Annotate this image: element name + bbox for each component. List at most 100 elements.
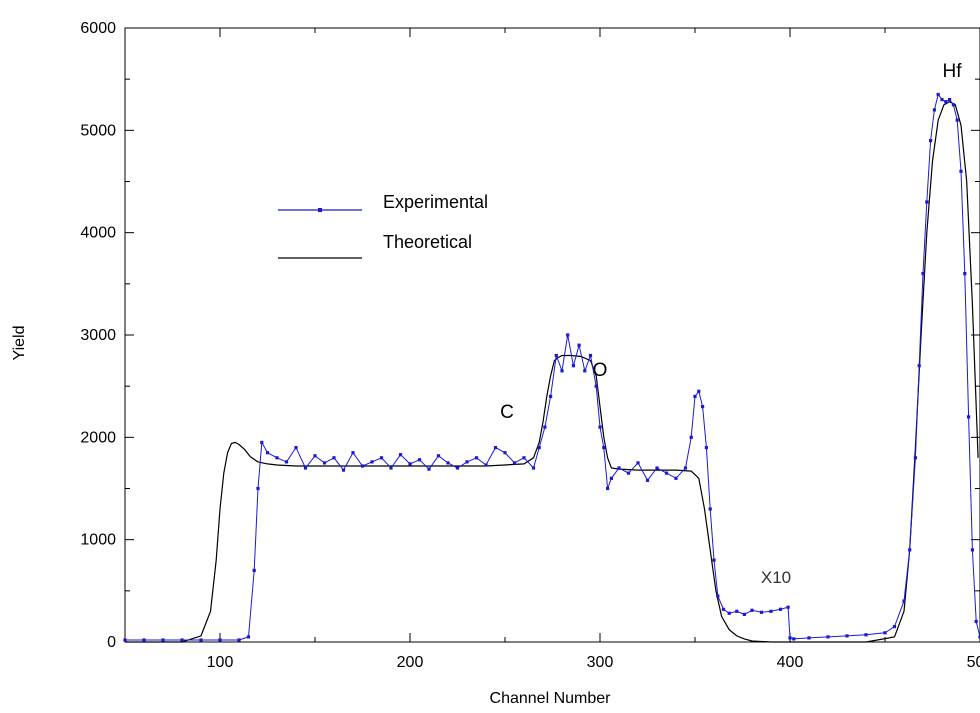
- legend-item-theoretical: Theoretical: [278, 232, 472, 259]
- annotation-o: O: [593, 360, 608, 381]
- data-point: [436, 454, 441, 458]
- series-experimental: [123, 92, 980, 642]
- data-point: [560, 369, 564, 373]
- data-point: [727, 611, 731, 615]
- data-point: [716, 594, 720, 598]
- data-point: [484, 463, 488, 467]
- legend-label-theoretical: Theoretical: [383, 232, 472, 252]
- data-point: [588, 353, 593, 358]
- data-point: [759, 610, 764, 614]
- data-point: [970, 548, 974, 552]
- data-point: [123, 638, 127, 642]
- data-point: [602, 446, 606, 450]
- data-point: [465, 460, 469, 464]
- data-point: [322, 461, 327, 465]
- data-point: [955, 118, 959, 122]
- data-point: [689, 435, 693, 439]
- x-axis-title: Channel Number: [490, 690, 612, 707]
- data-point: [959, 169, 963, 173]
- data-point: [792, 637, 796, 641]
- data-point: [566, 333, 570, 337]
- data-point: [577, 343, 581, 347]
- data-point: [940, 98, 944, 102]
- data-point: [704, 446, 708, 450]
- data-point: [708, 507, 712, 511]
- legend: Experimental Theoretical: [278, 192, 488, 259]
- legend-label-experimental: Experimental: [383, 192, 488, 212]
- data-point: [826, 635, 830, 639]
- data-point: [474, 456, 479, 460]
- data-point: [978, 635, 980, 639]
- x-axis-ticks: 100 200 300 400 500: [124, 28, 980, 671]
- data-point: [936, 92, 940, 97]
- data-point: [446, 461, 450, 465]
- data-point: [683, 466, 688, 470]
- data-point: [341, 468, 346, 472]
- data-point: [543, 425, 547, 429]
- data-point: [617, 466, 621, 470]
- y-tick-label: 2000: [80, 429, 116, 446]
- series-theoretical: [125, 101, 979, 643]
- data-point: [256, 486, 260, 491]
- data-point: [594, 384, 598, 388]
- data-point: [275, 456, 279, 460]
- x-tick-label: 500: [967, 654, 980, 671]
- annotation-x10: X10: [761, 568, 791, 587]
- y-tick-label: 6000: [80, 20, 116, 37]
- data-point: [908, 548, 912, 552]
- data-point: [427, 467, 431, 471]
- data-point: [265, 451, 270, 455]
- y-axis-title: Yield: [11, 326, 28, 361]
- data-point: [645, 478, 650, 482]
- data-point: [967, 415, 971, 419]
- data-point: [664, 471, 669, 475]
- data-point: [701, 405, 705, 409]
- data-point: [294, 446, 298, 450]
- data-point: [655, 466, 659, 470]
- data-point: [284, 460, 289, 464]
- legend-marker-experimental: [318, 208, 322, 212]
- annotations: C O X10 Hf: [500, 61, 962, 587]
- data-point: [537, 446, 541, 450]
- data-point: [636, 461, 640, 465]
- data-point: [351, 451, 355, 455]
- data-point: [917, 364, 921, 368]
- data-point: [379, 456, 384, 460]
- data-point: [531, 466, 536, 470]
- data-point: [609, 476, 613, 480]
- data-point: [913, 456, 917, 460]
- data-point: [180, 638, 184, 642]
- data-point: [735, 609, 739, 613]
- data-point: [845, 634, 849, 638]
- data-point: [313, 454, 317, 458]
- data-point: [549, 394, 553, 398]
- data-point: [674, 476, 678, 480]
- data-point: [606, 486, 610, 491]
- data-point: [769, 609, 773, 613]
- data-point: [883, 631, 887, 635]
- data-point: [252, 568, 256, 572]
- data-point: [778, 607, 783, 611]
- data-point: [332, 456, 336, 460]
- data-point: [522, 456, 526, 460]
- y-tick-label: 1000: [80, 532, 116, 549]
- data-point: [974, 619, 978, 624]
- data-point: [360, 464, 365, 468]
- data-point: [554, 353, 558, 358]
- data-point: [721, 607, 726, 611]
- data-point: [807, 636, 811, 640]
- annotation-hf: Hf: [943, 61, 963, 82]
- data-point: [925, 200, 929, 204]
- data-point: [750, 608, 754, 612]
- y-axis-ticks: 0 1000 2000 3000 4000 5000 6000: [80, 20, 980, 651]
- data-point: [902, 599, 906, 603]
- data-point: [218, 638, 222, 642]
- data-point: [389, 466, 393, 470]
- y-tick-label: 4000: [80, 225, 116, 242]
- data-point: [742, 612, 746, 616]
- annotation-c: C: [500, 402, 514, 423]
- data-point: [455, 466, 460, 470]
- data-point: [199, 638, 203, 642]
- data-point: [571, 364, 575, 368]
